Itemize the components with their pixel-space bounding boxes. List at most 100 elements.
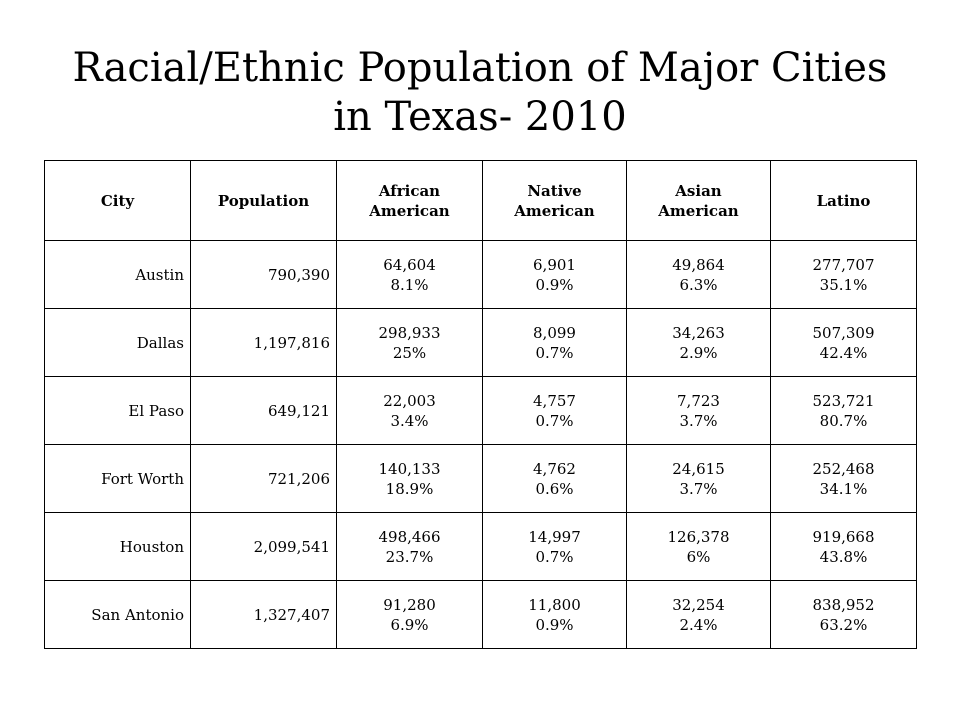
percent: 3.4%: [390, 411, 429, 430]
header-latino: Latino: [770, 160, 917, 241]
header-native-american-line-2: American: [514, 201, 595, 220]
percent: 2.9%: [679, 343, 718, 362]
percent: 34.1%: [819, 479, 868, 498]
table-body: Austin 790,390 64,604 8.1% 6,901 0.9% 49,8…: [44, 240, 917, 649]
african-american-cell: 498,466 23.7%: [336, 512, 483, 581]
count: 838,952: [812, 595, 875, 614]
percent: 6.3%: [679, 275, 718, 294]
header-city: City: [44, 160, 191, 241]
population-cell: 649,121: [190, 376, 337, 445]
population-cell: 1,197,816: [190, 308, 337, 377]
latino-cell: 507,309 42.4%: [770, 308, 917, 377]
count: 34,263: [672, 323, 725, 342]
header-population: Population: [190, 160, 337, 241]
african-american-cell: 22,003 3.4%: [336, 376, 483, 445]
african-american-cell: 91,280 6.9%: [336, 580, 483, 649]
percent: 0.7%: [535, 547, 574, 566]
count: 126,378: [667, 527, 730, 546]
header-native-american: Native American: [482, 160, 627, 241]
count: 6,901: [533, 255, 576, 274]
percent: 35.1%: [819, 275, 868, 294]
asian-american-cell: 34,263 2.9%: [626, 308, 771, 377]
percent: 42.4%: [819, 343, 868, 362]
count: 4,762: [533, 459, 576, 478]
asian-american-cell: 49,864 6.3%: [626, 240, 771, 309]
african-american-cell: 64,604 8.1%: [336, 240, 483, 309]
city-cell: El Paso: [44, 376, 191, 445]
count: 49,864: [672, 255, 725, 274]
african-american-cell: 140,133 18.9%: [336, 444, 483, 513]
native-american-cell: 11,800 0.9%: [482, 580, 627, 649]
percent: 6%: [686, 547, 711, 566]
count: 22,003: [383, 391, 436, 410]
count: 14,997: [528, 527, 581, 546]
slide-title: Racial/Ethnic Population of Major Cities…: [0, 44, 960, 142]
city-cell: San Antonio: [44, 580, 191, 649]
count: 7,723: [677, 391, 720, 410]
count: 140,133: [378, 459, 441, 478]
asian-american-cell: 32,254 2.4%: [626, 580, 771, 649]
native-american-cell: 8,099 0.7%: [482, 308, 627, 377]
city-cell: Fort Worth: [44, 444, 191, 513]
table-row: Dallas 1,197,816 298,933 25% 8,099 0.7% 34…: [44, 308, 917, 377]
percent: 6.9%: [390, 615, 429, 634]
percent: 43.8%: [819, 547, 868, 566]
count: 64,604: [383, 255, 436, 274]
percent: 0.6%: [535, 479, 574, 498]
table-row: Houston 2,099,541 498,466 23.7% 14,997 0.7…: [44, 512, 917, 581]
native-american-cell: 4,757 0.7%: [482, 376, 627, 445]
slide-title-line-2: in Texas- 2010: [333, 94, 627, 140]
latino-cell: 919,668 43.8%: [770, 512, 917, 581]
count: 498,466: [378, 527, 441, 546]
count: 8,099: [533, 323, 576, 342]
slide-title-line-1: Racial/Ethnic Population of Major Cities: [72, 45, 888, 91]
table-row: Austin 790,390 64,604 8.1% 6,901 0.9% 49,8…: [44, 240, 917, 309]
count: 507,309: [812, 323, 875, 342]
city-cell: Austin: [44, 240, 191, 309]
table-row: San Antonio 1,327,407 91,280 6.9% 11,800 0…: [44, 580, 917, 649]
table-row: El Paso 649,121 22,003 3.4% 4,757 0.7% 7,7…: [44, 376, 917, 445]
percent: 0.7%: [535, 411, 574, 430]
native-american-cell: 14,997 0.7%: [482, 512, 627, 581]
population-table: City Population African American Native …: [44, 160, 917, 649]
population-cell: 721,206: [190, 444, 337, 513]
population-cell: 2,099,541: [190, 512, 337, 581]
count: 4,757: [533, 391, 576, 410]
native-american-cell: 4,762 0.6%: [482, 444, 627, 513]
header-asian-american: Asian American: [626, 160, 771, 241]
percent: 0.7%: [535, 343, 574, 362]
count: 919,668: [812, 527, 875, 546]
header-row: City Population African American Native …: [44, 160, 917, 241]
latino-cell: 252,468 34.1%: [770, 444, 917, 513]
count: 277,707: [812, 255, 875, 274]
population-cell: 1,327,407: [190, 580, 337, 649]
latino-cell: 838,952 63.2%: [770, 580, 917, 649]
count: 91,280: [383, 595, 436, 614]
city-cell: Houston: [44, 512, 191, 581]
header-asian-american-line-1: Asian: [675, 181, 722, 200]
percent: 2.4%: [679, 615, 718, 634]
city-cell: Dallas: [44, 308, 191, 377]
count: 252,468: [812, 459, 875, 478]
percent: 25%: [392, 343, 427, 362]
percent: 0.9%: [535, 275, 574, 294]
percent: 23.7%: [385, 547, 434, 566]
percent: 18.9%: [385, 479, 434, 498]
count: 32,254: [672, 595, 725, 614]
count: 523,721: [812, 391, 875, 410]
table-row: Fort Worth 721,206 140,133 18.9% 4,762 0.6…: [44, 444, 917, 513]
count: 11,800: [528, 595, 581, 614]
header-african-american-line-2: American: [369, 201, 450, 220]
header-native-american-line-1: Native: [527, 181, 582, 200]
percent: 8.1%: [390, 275, 429, 294]
percent: 3.7%: [679, 411, 718, 430]
header-asian-american-line-2: American: [658, 201, 739, 220]
asian-american-cell: 7,723 3.7%: [626, 376, 771, 445]
asian-american-cell: 126,378 6%: [626, 512, 771, 581]
percent: 3.7%: [679, 479, 718, 498]
population-cell: 790,390: [190, 240, 337, 309]
percent: 0.9%: [535, 615, 574, 634]
header-african-american: African American: [336, 160, 483, 241]
percent: 63.2%: [819, 615, 868, 634]
latino-cell: 523,721 80.7%: [770, 376, 917, 445]
